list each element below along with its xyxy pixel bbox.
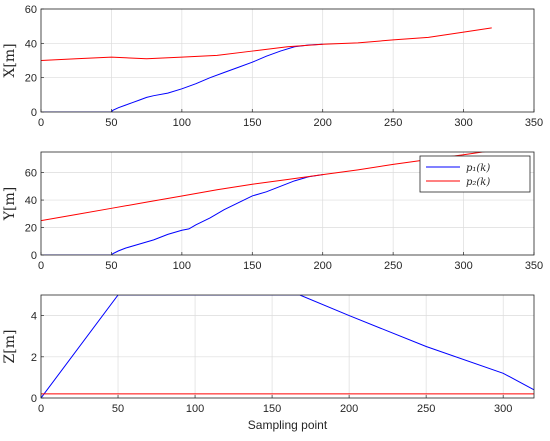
x-tick-label: 300 <box>494 403 512 415</box>
y-tick-label: 60 <box>25 168 37 180</box>
x-tick-label: 0 <box>38 260 44 272</box>
plot-frame <box>40 294 535 399</box>
y-tick-label: 20 <box>25 73 37 85</box>
y-tick-label: 2 <box>31 352 37 364</box>
legend-label-p1: p₁(k) <box>466 163 490 174</box>
series-lines <box>41 295 534 398</box>
x-tick-label: 50 <box>105 260 117 272</box>
x-axis-label: Sampling point <box>248 418 328 432</box>
tick-labels: 0 50 100 150 200 250 300 350 0 20 40 60 <box>25 168 543 272</box>
x-tick-label: 150 <box>243 260 261 272</box>
y-tick-label: 0 <box>31 250 37 262</box>
x-tick-label: 100 <box>186 403 204 415</box>
plot-frame <box>40 151 535 256</box>
series-line-p1 <box>41 43 323 112</box>
series-line-p1 <box>41 295 534 398</box>
x-tick-label: 350 <box>525 260 543 272</box>
x-tick-label: 0 <box>38 117 44 129</box>
y-tick-label: 60 <box>25 4 37 16</box>
series-line-p2 <box>41 27 492 61</box>
legend-box <box>419 155 531 193</box>
x-tick-label: 200 <box>314 117 332 129</box>
y-tick-label: 40 <box>25 195 37 207</box>
x-tick-label: 100 <box>173 260 191 272</box>
panel-x-position: 0 50 100 150 200 250 300 350 0 20 40 60 X[m] <box>2 4 543 129</box>
x-tick-label: 250 <box>417 403 435 415</box>
x-tick-label: 0 <box>38 403 44 415</box>
panel-y-position: 0 50 100 150 200 250 300 350 0 20 40 60 Y[m] p₁(k) … <box>2 151 543 272</box>
x-tick-label: 300 <box>454 260 472 272</box>
x-tick-label: 250 <box>384 117 402 129</box>
y-tick-label: 0 <box>31 107 37 119</box>
y-axis-label: X[m] <box>2 43 18 77</box>
y-axis-label: Y[m] <box>2 187 18 221</box>
x-tick-label: 200 <box>340 403 358 415</box>
x-tick-label: 50 <box>112 403 124 415</box>
x-tick-label: 150 <box>243 117 261 129</box>
y-tick-label: 40 <box>25 38 37 50</box>
x-tick-label: 150 <box>263 403 281 415</box>
x-tick-label: 200 <box>314 260 332 272</box>
y-tick-label: 20 <box>25 223 37 235</box>
tick-labels: 0 50 100 150 200 250 300 350 0 20 40 60 <box>25 4 543 129</box>
tick-labels: 0 50 100 150 200 250 300 0 2 4 <box>31 311 512 415</box>
y-tick-label: 0 <box>31 393 37 405</box>
plot-frame <box>40 8 535 113</box>
x-tick-label: 50 <box>105 117 117 129</box>
y-tick-label: 4 <box>31 311 37 323</box>
panel-z-position: 0 50 100 150 200 250 300 0 2 4 Z[m] Sampling poin… <box>2 294 535 432</box>
series-lines <box>41 27 492 112</box>
x-tick-label: 350 <box>525 117 543 129</box>
y-axis-label: Z[m] <box>2 330 18 364</box>
x-tick-label: 100 <box>173 117 191 129</box>
legend-label-p2: p₂(k) <box>466 177 490 188</box>
x-tick-label: 300 <box>454 117 472 129</box>
x-tick-label: 250 <box>384 260 402 272</box>
legend: p₁(k) p₂(k) <box>419 155 531 193</box>
series-line-p1 <box>41 174 323 255</box>
